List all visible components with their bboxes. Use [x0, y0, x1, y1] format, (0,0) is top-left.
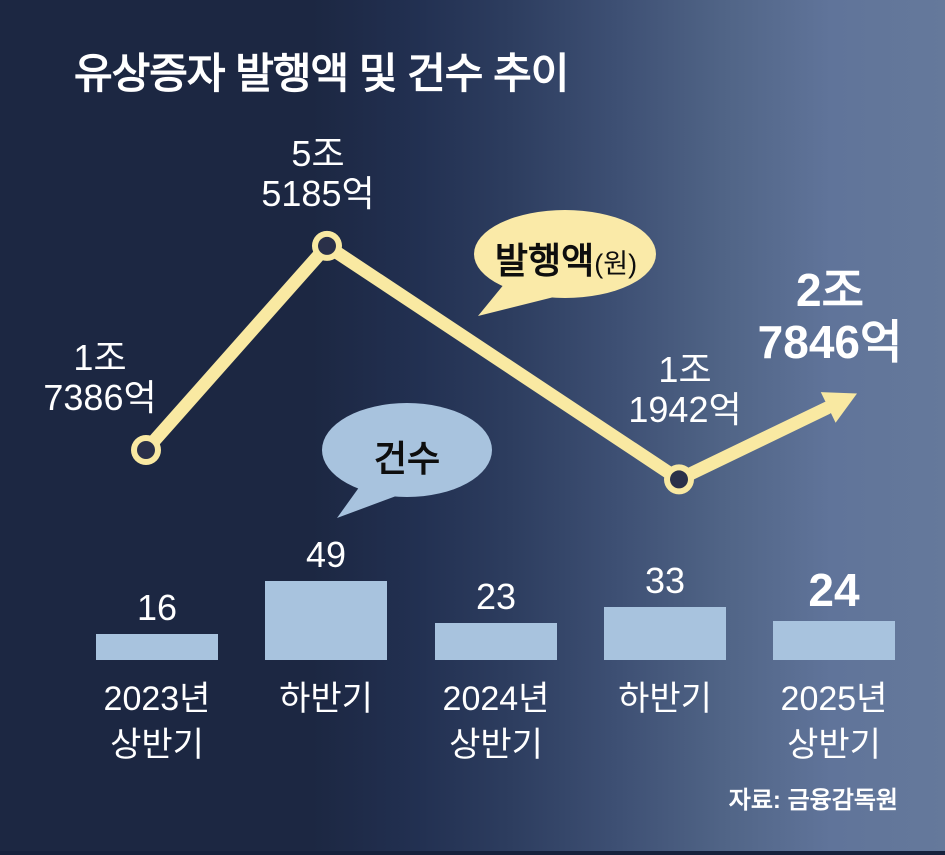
count-value-2024h2: 33 [644, 560, 686, 601]
data-point-marker-core [318, 236, 336, 255]
count-legend-bubble-text: 건수 [373, 438, 441, 479]
amount-legend-bubble-text: 발행액(원) [494, 240, 638, 281]
axis-label-2023h2: 하반기 [279, 680, 373, 718]
count-bar-2024h1 [435, 623, 557, 660]
axis-label-2023h1: 2023년 상반기 [103, 680, 211, 764]
count-bar-2023h1 [96, 634, 218, 660]
data-point-marker-core [670, 470, 688, 489]
data-point-marker-core [137, 441, 155, 459]
count-value-2024h1: 23 [475, 576, 517, 617]
data-point-markers [131, 230, 694, 495]
issuance-trend-line [139, 239, 833, 486]
count-speech-bubble-icon [322, 403, 492, 518]
count-value-2023h1: 16 [136, 587, 178, 628]
amount-label-2024h2: 1조 1942억 [628, 349, 742, 430]
bottom-edge-line [0, 851, 945, 855]
amount-label-2025h1: 2조 7846억 [757, 264, 903, 368]
chart-title: 유상증자 발행액 및 건수 추이 [74, 50, 569, 97]
count-value-2023h2: 49 [305, 534, 347, 575]
count-bar-2024h2 [604, 607, 726, 660]
arrowhead-icon [820, 392, 857, 423]
count-value-2025h1: 24 [808, 564, 860, 616]
axis-label-2024h2: 하반기 [618, 680, 712, 718]
source-credit: 자료: 금융감독원 [728, 787, 898, 814]
axis-label-2024h1: 2024년 상반기 [442, 680, 550, 764]
amount-label-2023h1: 1조 7386억 [43, 337, 157, 418]
amount-label-2023h2: 5조 5185억 [261, 133, 375, 214]
count-bar-2025h1 [773, 621, 895, 660]
count-bar-2023h2 [265, 581, 387, 660]
axis-label-2025h1: 2025년 상반기 [780, 680, 888, 764]
amount-speech-bubble-icon [474, 210, 656, 316]
